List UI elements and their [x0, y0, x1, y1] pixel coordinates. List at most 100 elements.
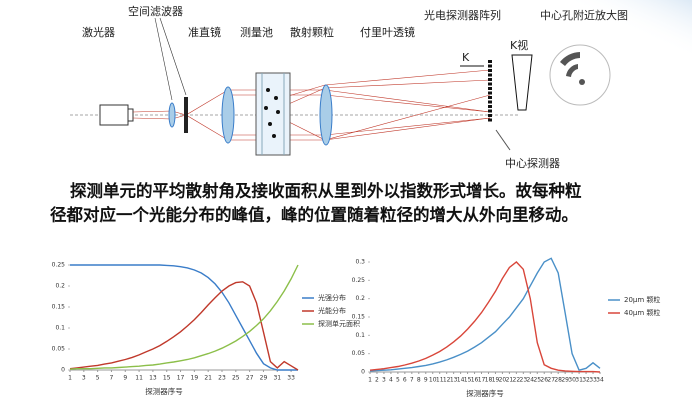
legend-label: 20μm 颗粒: [624, 295, 660, 304]
x-tick-label: 1: [68, 375, 72, 382]
y-tick-label: 0.05: [52, 346, 66, 353]
x-tick-label: 11: [436, 377, 444, 384]
y-tick-label: 0.25: [352, 277, 366, 284]
y-tick-label: 0: [361, 369, 365, 376]
x-tick-label: 29: [260, 375, 268, 382]
y-tick-label: 0.2: [355, 295, 365, 302]
x-tick-label: 9: [123, 375, 127, 382]
x-tick-label: 32: [582, 377, 590, 384]
label: 激光器: [82, 25, 115, 39]
laser-head: [127, 108, 134, 122]
filter-lens: [168, 102, 176, 128]
y-tick-label: 0.25: [52, 262, 66, 269]
series-line: [369, 257, 601, 372]
x-tick-label: 2: [375, 377, 379, 384]
x-tick-label: 20: [499, 377, 507, 384]
legend-label: 光强分布: [318, 293, 346, 302]
label: 光电探测器阵列: [424, 8, 501, 22]
x-tick-label: 3: [382, 377, 386, 384]
x-tick-label: 7: [110, 375, 114, 382]
series-line: [369, 261, 601, 373]
x-tick-label: 3: [82, 375, 86, 382]
x-axis-label: 探测器序号: [466, 388, 504, 398]
series-line: [69, 264, 299, 370]
label: 付里叶透镜: [360, 25, 415, 39]
x-axis-label: 探测器序号: [145, 386, 183, 396]
inset-arcs: [560, 52, 585, 85]
series-line: [70, 264, 298, 371]
x-tick-label: 22: [513, 377, 521, 384]
x-tick-label: 5: [396, 377, 400, 384]
x-tick-label: 15: [163, 375, 171, 382]
x-tick-label: 31: [575, 377, 583, 384]
x-tick-label: 25: [232, 375, 240, 382]
legend-label: 探测单元面积: [318, 319, 360, 328]
optical-diagram: 激光器 空间滤波器 准直镜 测量池 散射颗粒 付里叶透镜 光电探测器阵列 中心孔…: [70, 4, 628, 170]
fourier-lens: [319, 84, 333, 146]
label: K视: [510, 38, 528, 52]
x-tick-label: 27: [246, 375, 254, 382]
y-tick-label: 0: [61, 367, 65, 374]
x-tick-label: 31: [273, 375, 281, 382]
legend-label: 40μm 颗粒: [624, 308, 660, 317]
leader: [159, 17, 187, 96]
x-tick-label: 1: [368, 377, 372, 384]
x-tick-label: 28: [554, 377, 562, 384]
leader: [154, 17, 173, 101]
x-tick-label: 33: [589, 377, 597, 384]
x-tick-label: 21: [204, 375, 212, 382]
x-tick-label: 26: [540, 377, 548, 384]
x-tick-label: 23: [520, 377, 528, 384]
label: 测量池: [240, 26, 273, 39]
x-tick-label: 5: [96, 375, 100, 382]
caption-line: 探测单元的平均散射角及接收面积从里到外以指数形式增长。故每种粒: [70, 181, 582, 201]
x-tick-label: 25: [533, 377, 541, 384]
y-tick-label: 0.1: [55, 325, 65, 332]
x-tick-label: 13: [450, 377, 458, 384]
x-tick-label: 10: [429, 377, 437, 384]
x-tick-label: 30: [568, 377, 576, 384]
y-tick-label: 0.05: [352, 350, 366, 357]
x-tick-label: 15: [464, 377, 472, 384]
series-line: [69, 281, 299, 371]
x-tick-label: 4: [389, 377, 393, 384]
label: 空间滤波器: [128, 4, 183, 18]
x-tick-label: 34: [596, 377, 604, 384]
x-tick-label: 12: [443, 377, 451, 384]
x-tick-label: 21: [506, 377, 514, 384]
x-tick-label: 7: [410, 377, 414, 384]
x-tick-label: 6: [403, 377, 407, 384]
x-tick-label: 16: [471, 377, 479, 384]
legend-label: 光能分布: [318, 306, 346, 315]
k-view: [511, 54, 533, 111]
x-tick-label: 9: [424, 377, 428, 384]
collimator: [221, 86, 235, 144]
y-tick-label: 0.3: [355, 259, 365, 266]
cell: [255, 72, 291, 156]
x-tick-label: 27: [547, 377, 555, 384]
label: 准直镜: [188, 25, 221, 39]
pinhole: [184, 97, 188, 133]
x-tick-label: 24: [526, 377, 534, 384]
label: 散射颗粒: [290, 25, 334, 39]
x-tick-label: 11: [135, 375, 143, 382]
x-tick-label: 33: [287, 375, 295, 382]
x-tick-label: 18: [485, 377, 493, 384]
y-tick-label: 0.2: [55, 283, 65, 290]
y-tick-label: 0.15: [352, 314, 366, 321]
y-tick-label: 0.1: [355, 332, 365, 339]
x-tick-label: 23: [218, 375, 226, 382]
x-tick-label: 19: [191, 375, 199, 382]
x-tick-label: 29: [561, 377, 569, 384]
caption-line: 径都对应一个光能分布的峰值，峰的位置随着粒径的增大从外向里移动。: [50, 205, 578, 225]
x-tick-label: 17: [177, 375, 185, 382]
laser: [99, 104, 129, 126]
label: K: [462, 51, 470, 64]
x-tick-label: 8: [417, 377, 421, 384]
x-tick-label: 13: [149, 375, 157, 382]
x-tick-label: 17: [478, 377, 486, 384]
label: 中心探测器: [505, 157, 560, 170]
particles: [264, 88, 280, 138]
label: 中心孔附近放大图: [540, 8, 628, 22]
